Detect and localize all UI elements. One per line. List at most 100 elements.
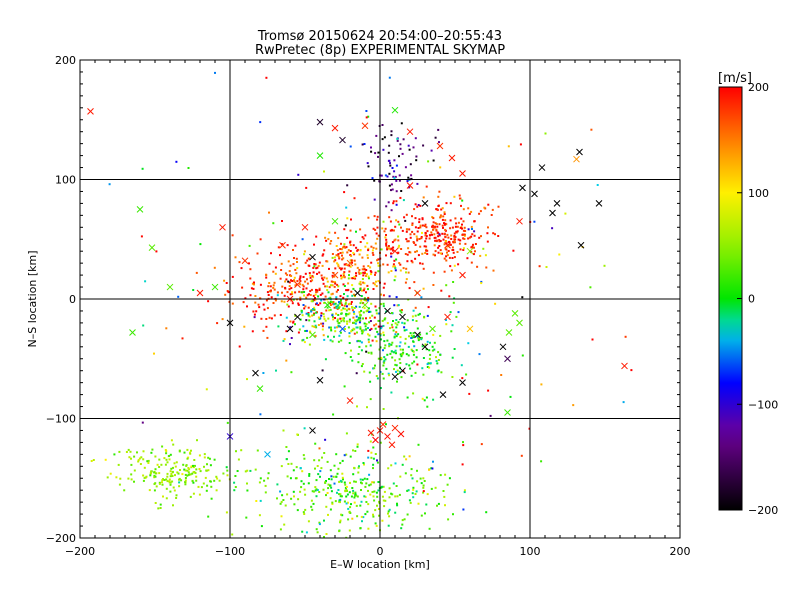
data-point bbox=[436, 225, 439, 228]
data-point bbox=[393, 176, 396, 179]
data-point bbox=[367, 327, 369, 329]
data-point bbox=[384, 227, 387, 230]
x-marker bbox=[421, 200, 429, 207]
data-point bbox=[345, 432, 348, 435]
data-point bbox=[465, 373, 468, 376]
data-point bbox=[200, 486, 203, 489]
data-point bbox=[382, 263, 385, 266]
x-marker bbox=[421, 343, 429, 351]
data-point bbox=[438, 239, 441, 241]
data-point bbox=[304, 272, 307, 275]
data-point bbox=[337, 307, 340, 310]
data-point bbox=[92, 459, 95, 461]
data-point bbox=[176, 471, 179, 474]
data-point bbox=[374, 242, 377, 245]
data-point bbox=[382, 302, 385, 305]
data-point bbox=[459, 239, 462, 242]
data-point bbox=[338, 334, 341, 337]
data-point bbox=[359, 283, 362, 286]
data-point bbox=[447, 244, 450, 247]
data-point bbox=[326, 492, 329, 494]
data-point bbox=[375, 340, 378, 343]
data-point bbox=[327, 513, 329, 516]
data-point bbox=[346, 493, 349, 496]
data-point bbox=[307, 306, 310, 309]
data-point bbox=[150, 451, 153, 454]
data-point bbox=[192, 492, 195, 495]
data-point bbox=[354, 493, 357, 496]
data-point bbox=[373, 367, 376, 370]
data-point bbox=[295, 466, 298, 469]
data-point bbox=[153, 471, 156, 474]
data-point bbox=[286, 493, 289, 496]
data-point bbox=[341, 258, 344, 261]
data-point bbox=[300, 480, 303, 483]
data-point bbox=[371, 339, 374, 342]
data-point bbox=[359, 314, 362, 317]
data-point bbox=[424, 234, 427, 237]
data-point bbox=[360, 349, 363, 352]
x-marker bbox=[309, 331, 316, 339]
data-point bbox=[336, 307, 339, 310]
data-point bbox=[136, 451, 138, 454]
data-point bbox=[158, 466, 161, 468]
data-point bbox=[431, 224, 434, 227]
data-point bbox=[478, 212, 481, 215]
data-point bbox=[387, 512, 389, 515]
data-point bbox=[195, 271, 198, 274]
data-point bbox=[251, 282, 254, 285]
data-point bbox=[161, 445, 164, 448]
data-point bbox=[334, 231, 337, 234]
data-point bbox=[146, 460, 149, 463]
data-point bbox=[403, 326, 406, 329]
data-point bbox=[385, 254, 387, 257]
data-point bbox=[277, 325, 280, 328]
data-point bbox=[358, 305, 361, 308]
data-point bbox=[357, 339, 360, 342]
data-point bbox=[282, 429, 285, 432]
data-point bbox=[315, 302, 318, 305]
data-point bbox=[223, 279, 226, 282]
data-point bbox=[318, 491, 321, 493]
data-point bbox=[404, 472, 407, 475]
data-point bbox=[297, 302, 300, 305]
colorbar-tick-label: −100 bbox=[748, 398, 778, 411]
data-point bbox=[345, 453, 348, 456]
data-point bbox=[332, 280, 335, 283]
data-point bbox=[330, 475, 333, 478]
data-point bbox=[177, 472, 180, 475]
data-point bbox=[439, 334, 442, 337]
data-point bbox=[414, 226, 417, 229]
data-point bbox=[305, 329, 308, 332]
data-point bbox=[392, 351, 395, 354]
data-point bbox=[417, 227, 420, 229]
data-point bbox=[272, 286, 275, 289]
data-point bbox=[287, 450, 290, 453]
data-point bbox=[391, 167, 394, 169]
data-point bbox=[426, 363, 429, 366]
data-point bbox=[399, 147, 402, 150]
data-point bbox=[358, 253, 361, 256]
data-point bbox=[381, 519, 384, 522]
data-point bbox=[391, 341, 394, 344]
data-point bbox=[168, 455, 171, 457]
x-marker bbox=[279, 241, 286, 249]
data-point bbox=[414, 243, 417, 246]
data-point bbox=[403, 518, 406, 521]
data-point bbox=[299, 275, 302, 278]
data-point bbox=[440, 289, 443, 292]
data-point bbox=[366, 510, 369, 513]
data-point bbox=[451, 257, 454, 259]
data-point bbox=[243, 325, 246, 328]
data-point bbox=[262, 372, 265, 374]
data-point bbox=[273, 288, 276, 291]
data-point bbox=[457, 238, 460, 241]
data-point bbox=[330, 486, 333, 489]
data-point bbox=[361, 143, 364, 146]
data-point bbox=[413, 281, 416, 284]
data-point bbox=[449, 227, 452, 230]
x-marker bbox=[444, 241, 451, 249]
data-point bbox=[347, 501, 349, 504]
data-point bbox=[445, 259, 448, 262]
data-point bbox=[331, 253, 334, 255]
